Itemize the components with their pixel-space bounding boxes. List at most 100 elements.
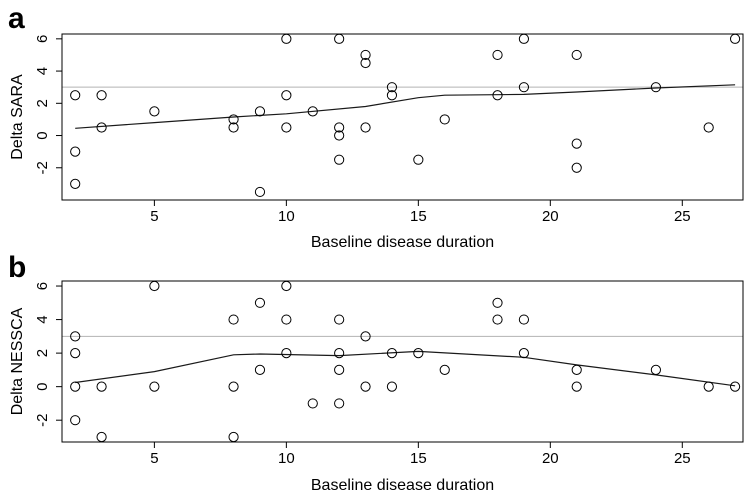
data-point [228, 431, 239, 443]
data-point [96, 431, 107, 443]
x-tick-label: 25 [674, 208, 691, 225]
data-point [70, 348, 81, 359]
data-point [254, 106, 266, 117]
y-axis-ticks: -2 0 2 4 6 [34, 35, 62, 174]
data-point [254, 186, 266, 198]
data-point [571, 364, 582, 375]
y-tick-label: 6 [34, 282, 51, 290]
y-axis-title: Delta NESSCA [9, 307, 26, 415]
y-tick-label: 2 [34, 99, 51, 107]
data-point [281, 33, 292, 44]
scatter-points [70, 33, 741, 198]
data-point [360, 49, 371, 61]
smooth-line-layer [75, 350, 736, 387]
y-tick-label: 4 [34, 67, 51, 75]
data-point [439, 114, 450, 125]
x-tick-label: 15 [410, 450, 427, 467]
data-point [703, 122, 714, 133]
data-point [386, 82, 398, 93]
data-point [307, 398, 318, 409]
data-point [281, 348, 292, 359]
data-point [386, 90, 398, 101]
data-point [571, 138, 582, 149]
data-point [70, 146, 81, 157]
data-point [492, 49, 503, 61]
data-point [518, 33, 530, 44]
data-point [149, 381, 160, 392]
data-point [281, 90, 292, 101]
data-point [334, 122, 345, 133]
data-point [492, 90, 503, 101]
x-axis-title: Baseline disease duration [311, 477, 494, 494]
data-point [492, 314, 503, 325]
plot-frame [61, 280, 744, 443]
data-point [334, 348, 345, 359]
x-tick-label: 10 [278, 450, 295, 467]
data-point [228, 314, 239, 325]
y-axis-ticks: -2 0 2 4 6 [34, 282, 62, 427]
data-point [334, 130, 345, 141]
data-point [571, 162, 582, 173]
y-tick-label: -2 [34, 414, 51, 427]
y-tick-label: 2 [34, 349, 51, 357]
data-point [307, 106, 318, 117]
y-tick-label: 0 [34, 382, 51, 390]
data-point [228, 122, 239, 133]
smooth-line-layer [75, 84, 736, 129]
data-point [518, 82, 530, 93]
data-point [729, 381, 741, 392]
x-tick-label: 20 [542, 450, 559, 467]
data-point [96, 381, 107, 392]
data-point [334, 154, 345, 165]
data-point [703, 381, 714, 392]
panel-a: a 5 10 15 20 25 -2 0 2 4 6 Baseline disease dura… [8, 2, 744, 251]
x-tick-label: 5 [150, 450, 158, 467]
smooth-fit-line [75, 350, 736, 387]
data-point [360, 331, 371, 342]
data-point [571, 381, 582, 392]
data-point [334, 398, 345, 409]
data-point [70, 90, 81, 101]
y-tick-label: 4 [34, 315, 51, 323]
plot-frame [61, 33, 744, 201]
data-point [149, 106, 160, 117]
data-point [729, 33, 741, 44]
x-tick-label: 10 [278, 208, 295, 225]
data-point [281, 314, 292, 325]
x-axis-title: Baseline disease duration [311, 234, 494, 251]
y-tick-label: -2 [34, 161, 51, 174]
panel-b: b 5 10 15 20 25 -2 0 2 4 6 Baseline disease dura… [8, 251, 744, 494]
x-tick-label: 5 [150, 208, 158, 225]
data-point [413, 154, 424, 165]
data-point [518, 348, 530, 359]
data-point [70, 331, 81, 342]
data-point [360, 122, 371, 133]
data-point [650, 82, 661, 93]
data-point [439, 364, 450, 375]
data-point [650, 364, 661, 375]
data-point [281, 122, 292, 133]
data-point [360, 381, 371, 392]
data-point [334, 364, 345, 375]
data-point [518, 314, 530, 325]
data-point [70, 415, 81, 426]
data-point [228, 114, 239, 125]
data-point [149, 280, 160, 292]
x-tick-label: 20 [542, 208, 559, 225]
y-tick-label: 6 [34, 35, 51, 43]
x-tick-label: 25 [674, 450, 691, 467]
data-point [386, 348, 398, 359]
data-point [254, 364, 266, 375]
data-point [228, 381, 239, 392]
x-tick-label: 15 [410, 208, 427, 225]
data-point [70, 178, 81, 189]
data-point [360, 57, 371, 69]
data-point [334, 314, 345, 325]
y-tick-label: 0 [34, 131, 51, 139]
data-point [334, 33, 345, 44]
y-axis-title: Delta SARA [9, 74, 26, 160]
data-point [492, 297, 503, 308]
x-axis-ticks: 5 10 15 20 25 [150, 200, 691, 225]
data-point [96, 90, 107, 101]
